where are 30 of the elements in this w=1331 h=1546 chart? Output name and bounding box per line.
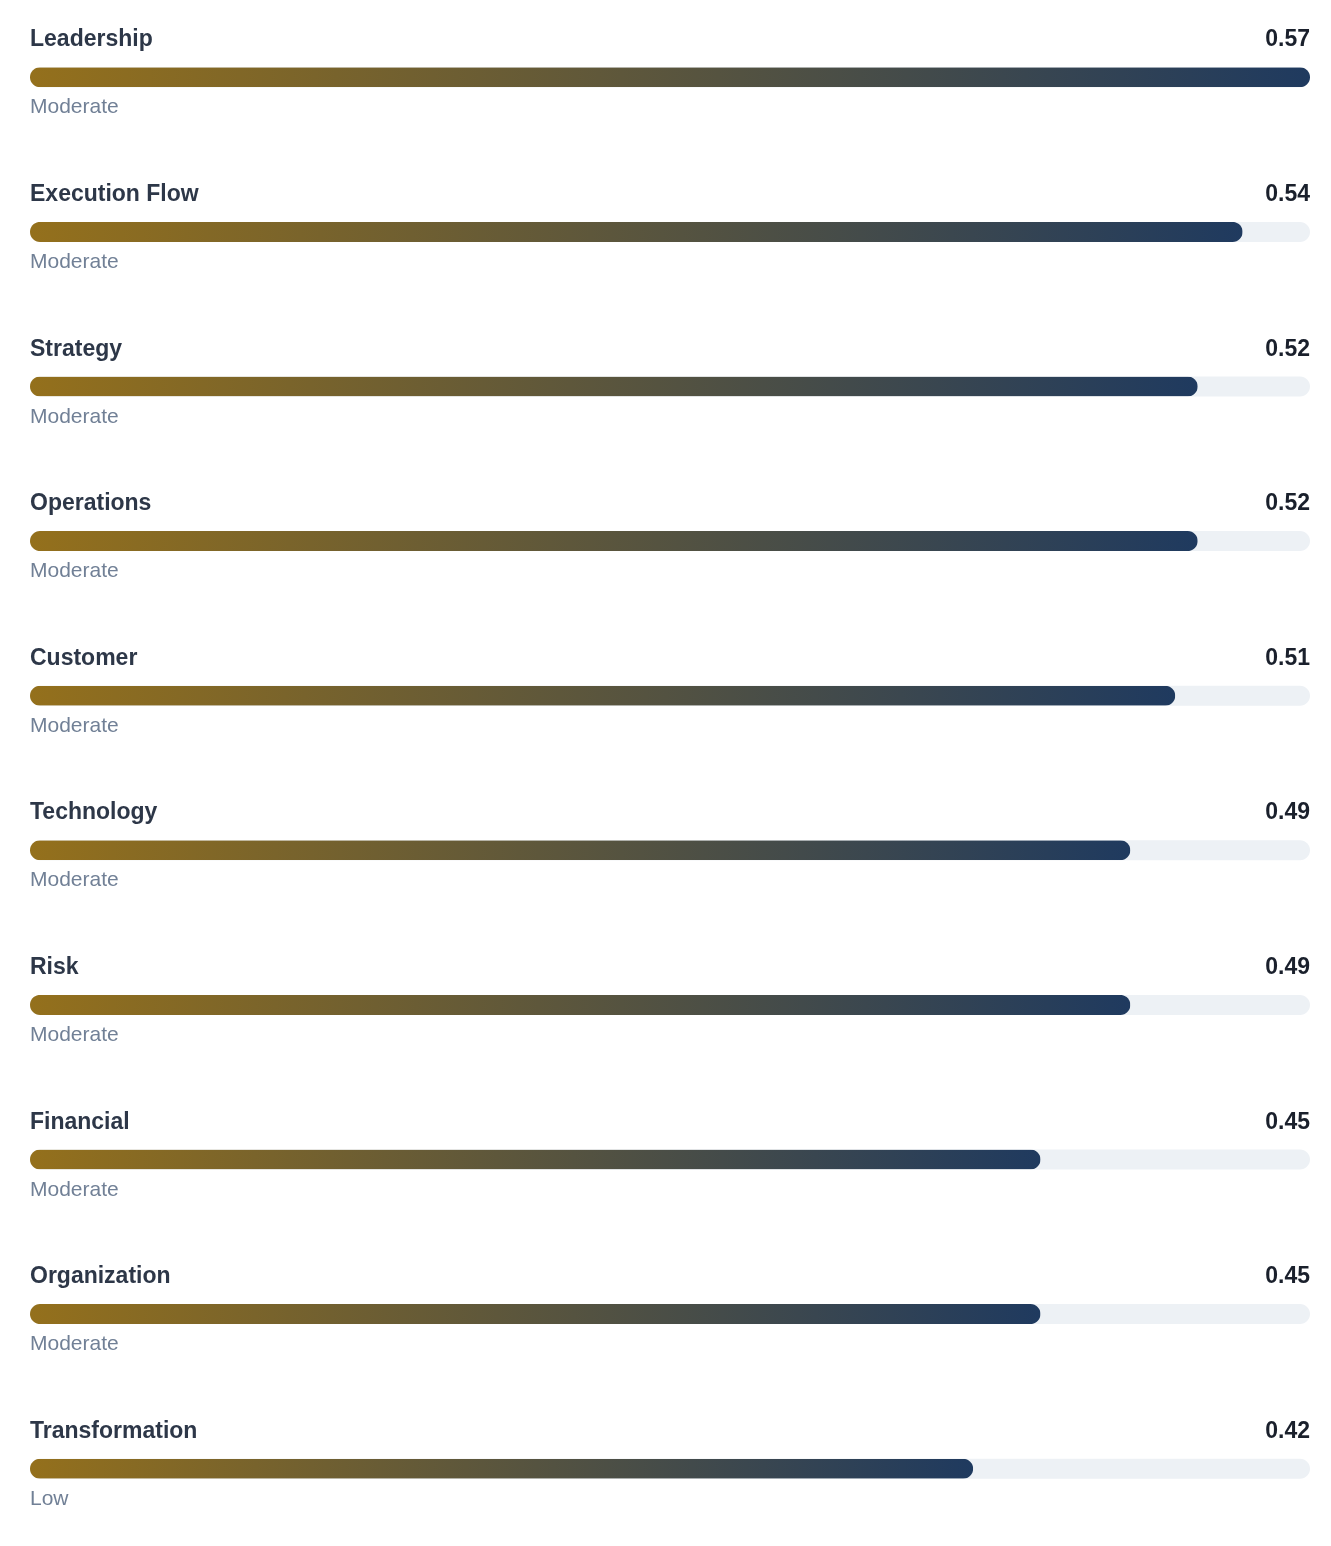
data-label: 0.51 — [1265, 643, 1311, 670]
y-tick-label: Strategy — [30, 334, 123, 361]
annotation: Moderate — [30, 712, 119, 736]
annotation: Low — [30, 1485, 70, 1509]
y-tick-label: Financial — [30, 1107, 130, 1134]
y-tick-label: Transformation — [30, 1416, 198, 1443]
annotation: Moderate — [30, 94, 119, 118]
y-tick-label: Technology — [30, 798, 158, 825]
annotation: Moderate — [30, 1021, 119, 1045]
annotation: Moderate — [30, 403, 119, 427]
annotation: Moderate — [30, 867, 119, 891]
annotation: Moderate — [30, 558, 119, 582]
y-tick-label: Risk — [30, 952, 79, 979]
y-tick-label: Execution Flow — [30, 179, 199, 206]
annotation: Moderate — [30, 1331, 119, 1355]
data-label: 0.45 — [1265, 1262, 1311, 1289]
data-label: 0.52 — [1265, 489, 1310, 516]
data-label: 0.52 — [1265, 334, 1310, 361]
data-label: 0.54 — [1265, 179, 1311, 206]
data-label: 0.42 — [1265, 1416, 1310, 1443]
data-label: 0.57 — [1265, 25, 1310, 52]
data-label: 0.49 — [1265, 952, 1310, 979]
annotation: Moderate — [30, 248, 119, 272]
y-tick-label: Organization — [30, 1262, 171, 1289]
y-tick-label: Customer — [30, 643, 138, 670]
data-label: 0.49 — [1265, 798, 1310, 825]
annotation: Moderate — [30, 1176, 119, 1200]
data-label: 0.45 — [1265, 1107, 1311, 1134]
y-tick-label: Operations — [30, 489, 152, 516]
y-tick-label: Leadership — [30, 25, 153, 52]
